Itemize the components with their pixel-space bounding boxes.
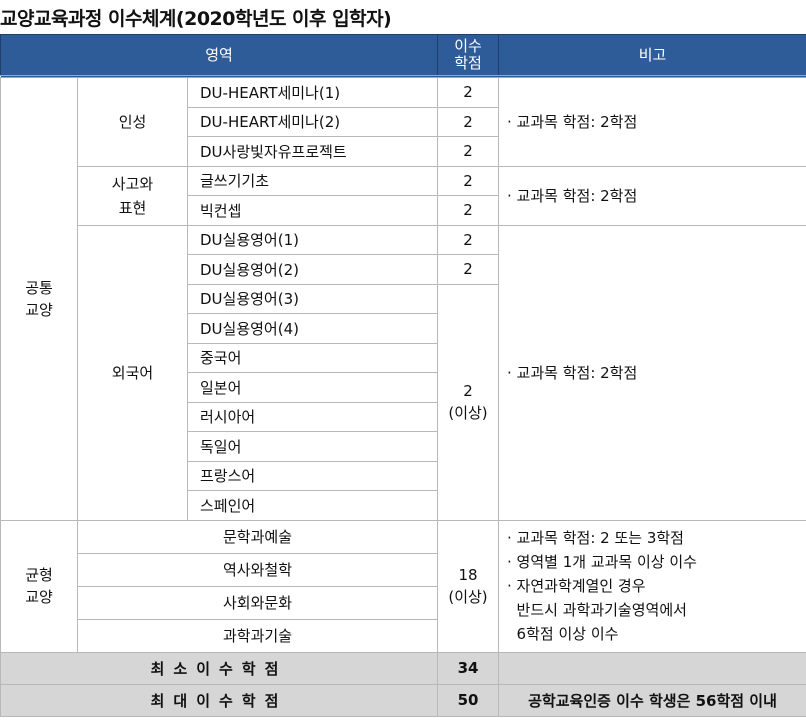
balance-area: 문학과예술 [76, 519, 439, 554]
course: 독일어 [186, 431, 439, 462]
header-note: 비고 [498, 34, 806, 78]
credit: 2 [437, 136, 500, 167]
course: 프랑스어 [186, 460, 439, 491]
note-line: 6학점 이상 이수 [507, 625, 619, 643]
common-label: 공통 교양 [0, 76, 78, 521]
credit: 2 [437, 224, 500, 255]
credit: 2 [437, 106, 500, 137]
balance-credits: 18 (이상) [437, 519, 500, 653]
course: 중국어 [186, 342, 439, 373]
note: · 교과목 학점: 2학점 [498, 224, 806, 521]
min-credits-value: 34 [437, 651, 500, 685]
course: DU실용영어(4) [186, 313, 439, 344]
credit: 2 (이상) [437, 283, 500, 521]
min-credits-note [498, 651, 806, 685]
course: DU실용영어(3) [186, 283, 439, 314]
max-credits-value: 50 [437, 683, 500, 717]
course: 스페인어 [186, 490, 439, 521]
balance-label: 균형 교양 [0, 519, 78, 653]
page-title: 교양교육과정 이수체계(2020학년도 이후 입학자) [0, 8, 392, 30]
note-line: · 교과목 학점: 2 또는 3학점 [507, 529, 684, 547]
balance-area: 과학과기술 [76, 618, 439, 653]
insung-label: 인성 [77, 76, 188, 167]
header-credits: 이수 학점 [437, 34, 500, 78]
course: DU-HEART세미나(1) [186, 76, 439, 108]
max-credits-note: 공학교육인증 이수 학생은 56학점 이내 [498, 683, 806, 717]
course: DU실용영어(1) [186, 224, 439, 255]
note: · 교과목 학점: 2학점 [498, 76, 806, 167]
course: 글쓰기기초 [186, 165, 439, 196]
header-area: 영역 [0, 34, 439, 78]
credit: 2 [437, 76, 500, 108]
sago-label: 사고와 표현 [77, 165, 188, 226]
course: DU실용영어(2) [186, 254, 439, 285]
note-line: · 자연과학계열인 경우 [507, 577, 646, 595]
course: 러시아어 [186, 401, 439, 432]
credit: 2 [437, 195, 500, 226]
note: · 교과목 학점: 2학점 [498, 165, 806, 226]
max-credits-label: 최대이수학점 [0, 683, 439, 717]
course: 빅컨셉 [186, 195, 439, 226]
min-credits-label: 최소이수학점 [0, 651, 439, 685]
note-line: 반드시 과학과기술영역에서 [507, 601, 687, 619]
balance-area: 사회와문화 [76, 585, 439, 620]
foreign-label: 외국어 [77, 224, 188, 521]
course: DU-HEART세미나(2) [186, 106, 439, 137]
credit: 2 [437, 165, 500, 196]
note-line: · 영역별 1개 교과목 이상 이수 [507, 553, 697, 571]
curriculum-table: 영역 이수 학점 비고 공통 교양 인성 DU-HEART세미나(1) 2 · … [0, 34, 806, 717]
course: DU사랑빛자유프로젝트 [186, 136, 439, 167]
balance-notes: · 교과목 학점: 2 또는 3학점 · 영역별 1개 교과목 이상 이수 · … [498, 519, 806, 653]
course: 일본어 [186, 372, 439, 403]
balance-area: 역사와철학 [76, 552, 439, 587]
credit: 2 [437, 254, 500, 285]
